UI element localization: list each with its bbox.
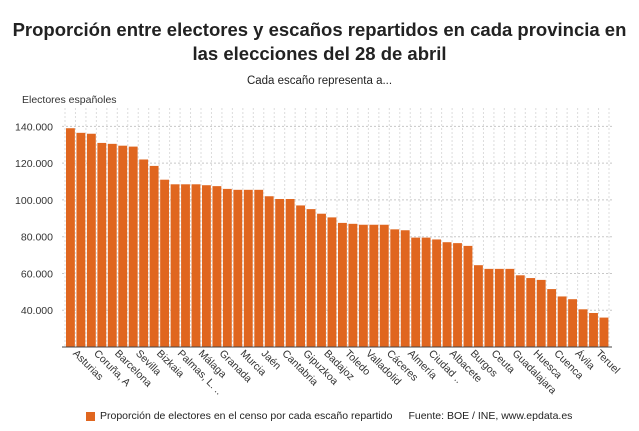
bar xyxy=(160,179,170,347)
bars xyxy=(66,128,609,347)
bar xyxy=(317,213,326,347)
legend-label: Proporción de electores en el censo por … xyxy=(100,410,393,422)
bar xyxy=(484,268,494,347)
y-tick-label: 100.000 xyxy=(15,195,53,207)
bar xyxy=(526,278,536,347)
bar xyxy=(306,209,316,347)
bar xyxy=(390,229,400,347)
bar xyxy=(66,128,75,347)
bar xyxy=(285,199,295,347)
y-tick-label: 140.000 xyxy=(15,121,53,133)
bar xyxy=(296,205,306,347)
bar xyxy=(442,242,452,347)
bar xyxy=(254,189,264,347)
y-tick-labels: 40.000 60.000 80.000 100.000 120.000 140.000 xyxy=(15,121,53,317)
y-axis-label: Electores españoles xyxy=(22,94,117,106)
bar xyxy=(212,186,222,347)
bar xyxy=(191,184,201,347)
bar xyxy=(568,299,578,347)
bar xyxy=(515,275,525,347)
bar xyxy=(411,237,421,347)
bar xyxy=(358,224,368,347)
y-tick-label: 60.000 xyxy=(21,268,53,280)
bar xyxy=(379,224,389,347)
bar xyxy=(547,289,557,347)
chart-subtitle: Cada escaño representa a... xyxy=(246,75,393,87)
bar xyxy=(86,133,96,347)
y-tick-label: 80.000 xyxy=(21,232,53,244)
bar xyxy=(453,243,462,347)
legend-swatch xyxy=(86,411,95,421)
bar xyxy=(202,185,211,347)
bar xyxy=(170,184,180,347)
bar xyxy=(222,188,232,347)
bar xyxy=(348,223,358,347)
bar xyxy=(463,245,473,347)
bar xyxy=(275,199,285,347)
bar xyxy=(76,132,86,347)
bar xyxy=(505,268,515,347)
bar xyxy=(128,146,138,347)
bar xyxy=(264,196,274,347)
bar xyxy=(369,224,379,347)
bar xyxy=(557,296,567,347)
bar xyxy=(233,189,243,347)
bar xyxy=(494,268,504,347)
bar xyxy=(400,230,410,347)
bar xyxy=(589,312,598,347)
bar xyxy=(243,189,253,347)
bar xyxy=(536,279,546,347)
bar xyxy=(578,309,588,347)
legend: Proporción de electores en el censo por … xyxy=(86,410,572,422)
bar xyxy=(421,237,431,347)
y-tick-label: 120.000 xyxy=(15,158,53,170)
bar xyxy=(181,184,190,347)
bar xyxy=(118,145,128,347)
bar xyxy=(97,142,107,347)
bar xyxy=(149,165,159,347)
bar xyxy=(474,265,483,347)
x-tick-label: Teruel xyxy=(593,348,622,377)
chart-title: Proporción entre electores y escaños rep… xyxy=(12,19,627,64)
bar xyxy=(107,143,117,347)
bar xyxy=(599,317,609,347)
y-tick-label: 40.000 xyxy=(21,305,53,317)
bar xyxy=(139,159,149,347)
source-text: Fuente: BOE / INE, www.epdata.es xyxy=(408,410,573,422)
bar xyxy=(338,222,347,347)
bar xyxy=(327,217,337,347)
bar xyxy=(432,239,442,347)
